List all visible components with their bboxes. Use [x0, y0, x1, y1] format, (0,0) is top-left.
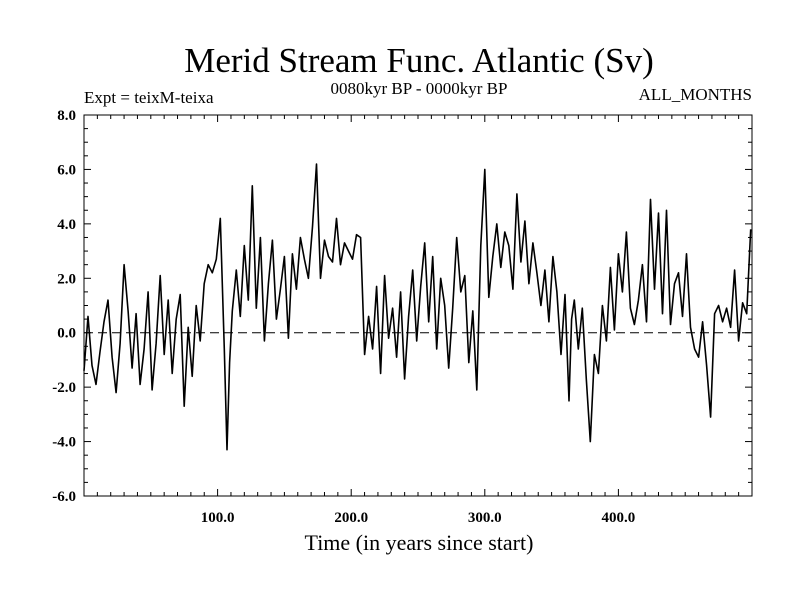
- x-tick-label: 300.0: [468, 510, 502, 526]
- x-tick-label: 100.0: [201, 510, 235, 526]
- y-tick-label: 4.0: [57, 217, 76, 233]
- series-line: [83, 163, 752, 451]
- chart-title: Merid Stream Func. Atlantic (Sv): [184, 41, 654, 80]
- chart-subtitle: 0080kyr BP - 0000kyr BP: [331, 79, 508, 98]
- experiment-label: Expt = teixM-teixa: [84, 88, 214, 107]
- plot-area: -6.0 -4.0 -2.0 0.0 2.0 4.0 6.0 8.0 100.0 200.0 300…: [52, 108, 752, 526]
- plot-frame: [83, 114, 753, 497]
- y-tick-label: -4.0: [52, 435, 76, 451]
- y-tick-label: 8.0: [57, 108, 76, 124]
- y-tick-label: -2.0: [52, 380, 76, 396]
- y-tick-label: 0.0: [57, 326, 76, 342]
- months-label: ALL_MONTHS: [639, 85, 752, 104]
- x-axis-label: Time (in years since start): [305, 530, 534, 555]
- y-tick-label: 2.0: [57, 271, 76, 287]
- x-tick-label: 200.0: [334, 510, 368, 526]
- y-tick-label: -6.0: [52, 489, 76, 505]
- x-tick-label: 400.0: [602, 510, 636, 526]
- y-tick-label: 6.0: [57, 162, 76, 178]
